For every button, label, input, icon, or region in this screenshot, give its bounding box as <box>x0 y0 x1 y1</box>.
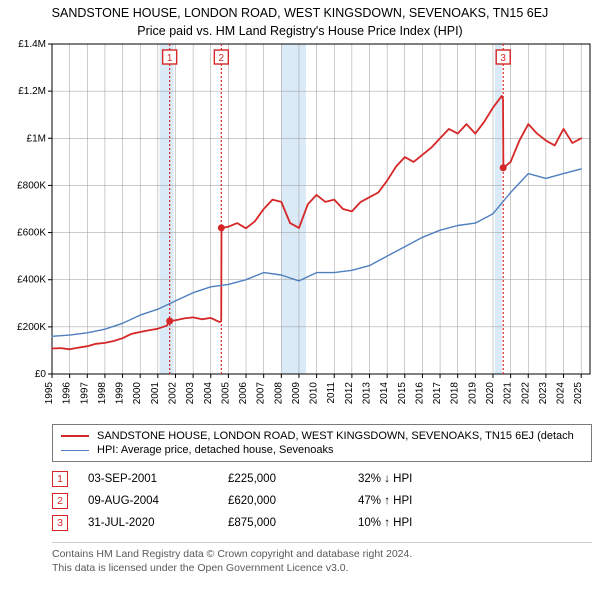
x-tick-label: 2019 <box>467 382 478 405</box>
x-tick-label: 2000 <box>132 382 143 405</box>
x-tick-label: 2009 <box>291 382 302 405</box>
x-tick-label: 2020 <box>485 382 496 405</box>
transaction-row-badge: 3 <box>52 515 68 531</box>
transaction-badge-number: 3 <box>500 53 506 64</box>
chart-title-block: SANDSTONE HOUSE, LONDON ROAD, WEST KINGS… <box>0 0 600 40</box>
x-tick-label: 1998 <box>97 382 108 405</box>
transaction-row: 2 09-AUG-2004£620,00047% ↑ HPI <box>52 490 592 512</box>
x-tick-label: 2021 <box>503 382 514 405</box>
y-tick-label: £400K <box>17 275 46 286</box>
x-tick-label: 2007 <box>256 382 267 405</box>
x-tick-label: 2012 <box>344 382 355 405</box>
transactions-table: 1 03-SEP-2001£225,00032% ↓ HPI 2 09-AUG-200… <box>52 468 592 534</box>
x-tick-label: 2011 <box>326 382 337 404</box>
legend-box: SANDSTONE HOUSE, LONDON ROAD, WEST KINGS… <box>52 424 592 462</box>
transaction-dot <box>166 317 173 324</box>
transaction-dot <box>500 164 507 171</box>
transaction-row: 3 31-JUL-2020£875,00010% ↑ HPI <box>52 512 592 534</box>
footer-line1: Contains HM Land Registry data © Crown c… <box>52 547 592 561</box>
legend-swatch <box>61 435 89 437</box>
x-tick-label: 2016 <box>414 382 425 405</box>
transaction-hpi: 47% ↑ HPI <box>358 495 478 507</box>
x-tick-label: 2004 <box>203 382 214 405</box>
y-tick-label: £1.2M <box>18 86 46 97</box>
chart-title-address: SANDSTONE HOUSE, LONDON ROAD, WEST KINGS… <box>8 6 592 20</box>
x-tick-label: 2022 <box>520 382 531 405</box>
legend-swatch <box>61 450 89 451</box>
x-tick-label: 2001 <box>150 382 161 405</box>
x-tick-label: 2025 <box>573 382 584 405</box>
x-tick-label: 1997 <box>79 382 90 405</box>
transaction-badge-number: 1 <box>167 53 173 64</box>
footer-line2: This data is licensed under the Open Gov… <box>52 561 592 575</box>
y-tick-label: £1.4M <box>18 40 46 50</box>
x-tick-label: 2006 <box>238 382 249 405</box>
footer-attribution: Contains HM Land Registry data © Crown c… <box>52 542 592 581</box>
transaction-badge-number: 2 <box>219 53 225 64</box>
x-tick-label: 2002 <box>167 382 178 405</box>
chart-svg: £0 £200K £400K £600K £800K £1M £1.2M £1.4M 1995 1… <box>0 40 600 420</box>
x-tick-label: 2014 <box>379 382 390 405</box>
x-tick-label: 2017 <box>432 382 443 405</box>
x-tick-label: 2003 <box>185 382 196 405</box>
x-tick-label: 2024 <box>556 382 567 405</box>
y-tick-label: £0 <box>35 369 47 380</box>
transaction-date: 09-AUG-2004 <box>88 495 228 507</box>
x-tick-label: 2013 <box>362 382 373 405</box>
transaction-row: 1 03-SEP-2001£225,00032% ↓ HPI <box>52 468 592 490</box>
x-tick-label: 2023 <box>538 382 549 405</box>
transaction-date: 31-JUL-2020 <box>88 517 228 529</box>
transaction-price: £225,000 <box>228 473 358 485</box>
y-tick-label: £1M <box>27 133 46 144</box>
chart-title-subtitle: Price paid vs. HM Land Registry's House … <box>8 24 592 38</box>
x-tick-label: 2015 <box>397 382 408 405</box>
legend-row: SANDSTONE HOUSE, LONDON ROAD, WEST KINGS… <box>53 429 591 443</box>
x-tick-label: 2005 <box>220 382 231 405</box>
y-tick-label: £200K <box>17 322 46 333</box>
x-tick-label: 1996 <box>62 382 73 405</box>
y-tick-label: £800K <box>17 180 46 191</box>
x-tick-label: 2008 <box>273 382 284 405</box>
transaction-row-badge: 2 <box>52 493 68 509</box>
transaction-hpi: 10% ↑ HPI <box>358 517 478 529</box>
price-chart: £0 £200K £400K £600K £800K £1M £1.2M £1.4M 1995 1… <box>0 40 600 420</box>
recession-band <box>495 44 502 374</box>
transaction-date: 03-SEP-2001 <box>88 473 228 485</box>
transaction-row-badge: 1 <box>52 471 68 487</box>
y-tick-label: £600K <box>17 228 46 239</box>
legend-row: HPI: Average price, detached house, Seve… <box>53 443 591 457</box>
transaction-price: £875,000 <box>228 517 358 529</box>
legend-label: SANDSTONE HOUSE, LONDON ROAD, WEST KINGS… <box>97 430 574 442</box>
x-tick-label: 1999 <box>115 382 126 405</box>
transaction-dot <box>218 224 225 231</box>
x-tick-label: 1995 <box>44 382 55 405</box>
x-tick-label: 2018 <box>450 382 461 405</box>
transaction-price: £620,000 <box>228 495 358 507</box>
x-tick-label: 2010 <box>309 382 320 405</box>
legend-label: HPI: Average price, detached house, Seve… <box>97 444 333 456</box>
transaction-hpi: 32% ↓ HPI <box>358 473 478 485</box>
